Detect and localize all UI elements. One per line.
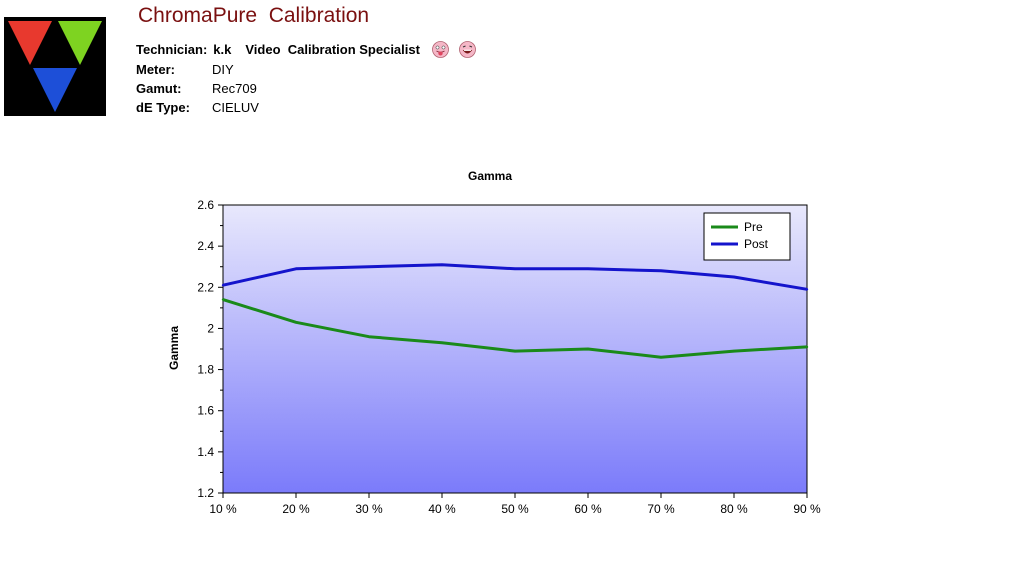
logo-red-triangle [8,21,52,65]
x-tick-label: 50 % [501,502,529,516]
x-tick-label: 60 % [574,502,602,516]
data-point-pre [367,335,371,338]
data-point-pre [805,345,809,349]
gamut-label: Gamut: [136,81,182,96]
x-tick-label: 10 % [209,502,237,516]
data-point-pre [513,349,517,353]
x-tick-label: 80 % [720,502,748,516]
logo-blue-triangle [33,68,77,112]
data-point-post [221,284,225,287]
y-tick-label: 2.4 [197,239,214,253]
x-tick-label: 20 % [282,502,310,516]
technician-role: Video Calibration Specialist [245,42,420,57]
y-tick-label: 1.8 [197,363,214,377]
x-tick-label: 40 % [428,502,456,516]
technician-value: k.k [213,42,232,57]
y-axis-label: Gamma [167,326,181,370]
meter-label: Meter: [136,62,176,77]
y-tick-label: 1.6 [197,404,214,418]
data-point-pre [440,341,444,345]
y-tick-label: 1.2 [197,486,214,500]
de-type-value: CIELUV [212,100,259,115]
data-point-pre [294,321,298,324]
data-point-post [805,288,809,291]
y-tick-label: 1.4 [197,445,214,459]
data-point-post [440,263,444,266]
meter-value: DIY [212,62,234,77]
app-title: ChromaPure Calibration [138,4,370,27]
chart-title: Gamma [468,169,512,183]
x-tick-label: 70 % [647,502,675,516]
y-tick-label: 2 [207,321,214,335]
laughing-emoji-icon [459,41,476,58]
technician-label: Technician: [136,42,208,57]
data-point-post [586,267,590,270]
tongue-out-emoji-icon [432,41,449,58]
de-type-label: dE Type: [136,100,190,115]
legend-box [703,212,791,261]
chart-legend: Pre Post [703,212,791,261]
y-tick-label: 2.6 [197,198,214,212]
legend-label-pre: Pre [744,220,763,234]
legend-label-post: Post [744,237,769,251]
data-point-pre [221,298,225,301]
chromapure-logo [4,17,106,116]
logo-green-triangle [58,21,102,65]
data-point-post [659,269,663,273]
technician-row: Technician: k.k Video Calibration Specia… [136,41,476,58]
data-point-post [513,267,517,270]
gamut-value: Rec709 [212,81,257,96]
data-point-pre [732,349,736,353]
data-point-pre [659,356,663,359]
data-point-post [367,265,371,268]
data-point-pre [586,347,590,351]
data-point-post [294,267,298,270]
x-tick-label: 90 % [793,502,821,516]
y-tick-label: 2.2 [197,280,214,294]
x-tick-label: 30 % [355,502,383,516]
data-point-post [732,275,736,279]
